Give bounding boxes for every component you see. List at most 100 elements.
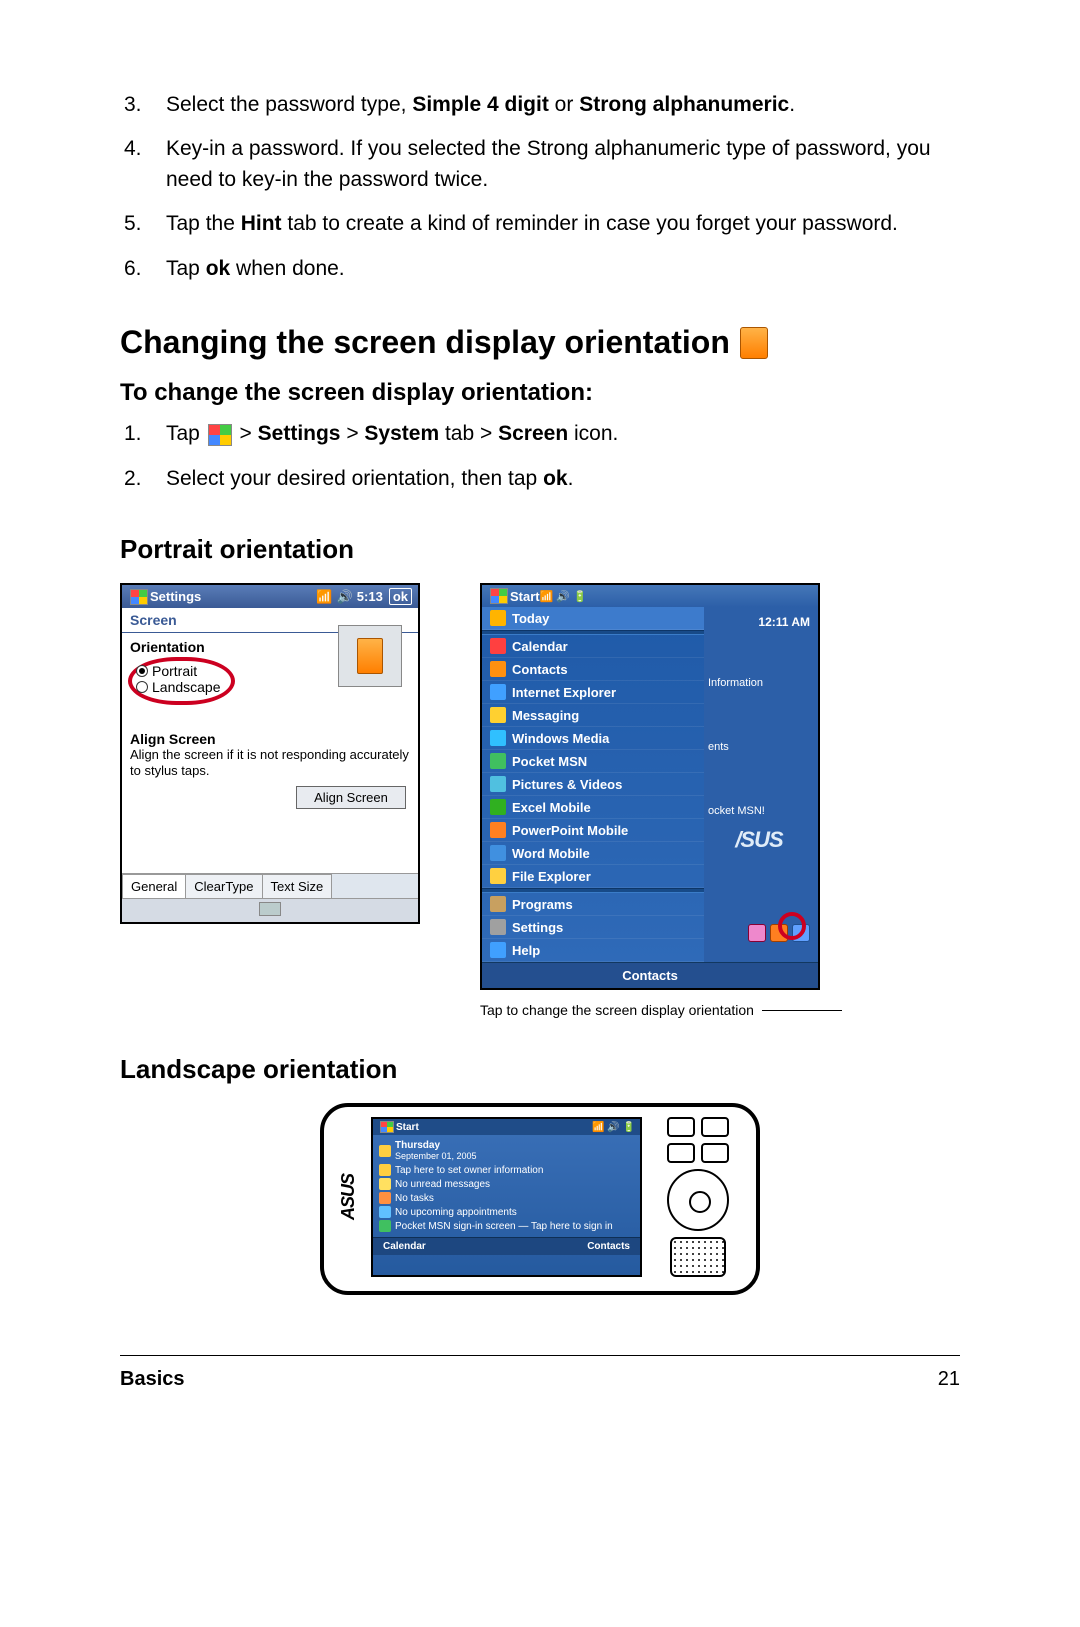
highlight-circle xyxy=(778,912,806,940)
wm-titlebar: Settings 📶 🔊 5:13 ok xyxy=(122,585,418,608)
start-bottombar: Contacts xyxy=(482,962,818,988)
menu-item-label: Pictures & Videos xyxy=(512,777,622,792)
sub-heading: To change the screen display orientation… xyxy=(120,379,960,407)
step-item: 3.Select the password type, Simple 4 dig… xyxy=(120,90,960,120)
today-row: No tasks xyxy=(379,1191,634,1205)
step-item: 6.Tap ok when done. xyxy=(120,254,960,284)
ls-bottombar: Calendar Contacts xyxy=(373,1237,640,1255)
row-icon xyxy=(379,1220,391,1232)
menu-item-label: Pocket MSN xyxy=(512,754,587,769)
tray-icon xyxy=(748,924,766,942)
ls-status-icons: 📶 🔊 🔋 xyxy=(592,1122,635,1133)
start-menu-item: Pictures & Videos xyxy=(482,773,704,796)
row-icon xyxy=(379,1206,391,1218)
start-menu-column: Today Calendar Contacts Internet Explorer Me… xyxy=(482,607,704,962)
step-item: 4.Key-in a password. If you selected the… xyxy=(120,134,960,195)
menu-item-label: Settings xyxy=(512,920,563,935)
portrait-heading: Portrait orientation xyxy=(120,534,960,565)
start-menu-item: Today xyxy=(482,607,704,630)
menu-item-label: Word Mobile xyxy=(512,846,590,861)
today-card: Information xyxy=(704,633,814,693)
today-card: ents xyxy=(704,697,814,757)
menu-item-label: Contacts xyxy=(512,662,568,677)
app-icon xyxy=(490,707,506,723)
speaker-grille xyxy=(670,1237,726,1277)
radio-portrait: Portrait xyxy=(136,663,221,679)
today-row: Tap here to set owner information xyxy=(379,1163,634,1177)
start-menu-item: Messaging xyxy=(482,704,704,727)
app-icon xyxy=(490,684,506,700)
menu-item-label: Calendar xyxy=(512,639,568,654)
menu-item-label: Programs xyxy=(512,897,573,912)
highlight-circle: Portrait Landscape xyxy=(128,657,235,705)
start-title: Start xyxy=(510,589,540,604)
titlebar-title: Settings xyxy=(150,589,201,604)
card-label: ocket MSN! xyxy=(708,805,765,817)
start-menu-item: Internet Explorer xyxy=(482,681,704,704)
row-text: Tap here to set owner information xyxy=(395,1165,543,1176)
app-icon xyxy=(490,753,506,769)
sip-bar xyxy=(122,898,418,922)
hw-button xyxy=(701,1143,729,1163)
titlebar-volume-icon: 🔊 xyxy=(337,589,353,605)
ls-softkey-left: Calendar xyxy=(383,1241,426,1252)
landscape-screen: Start 📶 🔊 🔋 ThursdaySeptember 01, 2005 T… xyxy=(371,1117,642,1277)
start-flag-icon xyxy=(490,588,508,604)
asus-logo: /SUS xyxy=(704,827,814,853)
row-text: Pocket MSN sign-in screen — Tap here to … xyxy=(395,1221,613,1232)
footer-page-number: 21 xyxy=(938,1368,960,1391)
start-menu-screenshot: Start 📶 🔊 🔋 Today Calendar Contacts Interne… xyxy=(480,583,820,990)
caption-row: Tap to change the screen display orienta… xyxy=(480,1002,842,1018)
radio-icon xyxy=(136,665,148,677)
start-menu-item: Excel Mobile xyxy=(482,796,704,819)
start-menu-item: Help xyxy=(482,939,704,962)
mini-device-icon xyxy=(357,638,383,674)
tabs-row: General ClearType Text Size xyxy=(122,873,418,898)
hw-button xyxy=(667,1143,695,1163)
start-titlebar: Start 📶 🔊 🔋 xyxy=(482,585,818,607)
start-menu-item: Settings xyxy=(482,916,704,939)
titlebar-signal-icon: 📶 xyxy=(316,589,332,605)
status-icons: 📶 🔊 🔋 xyxy=(540,590,587,603)
main-heading-text: Changing the screen display orientation xyxy=(120,324,730,361)
app-icon xyxy=(490,896,506,912)
device-brand: ASUS xyxy=(338,1174,359,1220)
align-screen-button: Align Screen xyxy=(296,786,406,809)
app-icon xyxy=(490,799,506,815)
today-right-col: 12:11 AM Informationentsocket MSN! /SUS xyxy=(704,611,814,853)
start-flag-icon xyxy=(208,424,232,446)
portrait-screenshots: Settings 📶 🔊 5:13 ok Screen Orientation … xyxy=(120,583,960,1018)
radio-icon xyxy=(136,681,148,693)
app-icon xyxy=(490,638,506,654)
menu-item-label: Excel Mobile xyxy=(512,800,591,815)
page-footer: Basics 21 xyxy=(120,1355,960,1391)
step-item: 1.Tap > Settings > System tab > Screen i… xyxy=(120,419,960,449)
row-text: No unread messages xyxy=(395,1179,490,1190)
start-flag-icon xyxy=(130,589,148,605)
ls-date: ThursdaySeptember 01, 2005 xyxy=(379,1139,634,1163)
step-item: 2.Select your desired orientation, then … xyxy=(120,464,960,494)
ls-softkey-right: Contacts xyxy=(587,1241,630,1252)
card-label: Information xyxy=(708,677,763,689)
start-menu-item: Word Mobile xyxy=(482,842,704,865)
start-menu-item: Programs xyxy=(482,893,704,916)
ls-date-text: September 01, 2005 xyxy=(395,1151,477,1161)
radio-label: Landscape xyxy=(152,679,221,695)
landscape-device-frame: ASUS Start 📶 🔊 🔋 ThursdaySeptember 01, 2… xyxy=(320,1103,760,1295)
today-row: Pocket MSN sign-in screen — Tap here to … xyxy=(379,1219,634,1233)
menu-item-label: Internet Explorer xyxy=(512,685,616,700)
today-row: No unread messages xyxy=(379,1177,634,1191)
app-icon xyxy=(490,730,506,746)
caption-text: Tap to change the screen display orienta… xyxy=(480,1002,754,1018)
app-icon xyxy=(490,776,506,792)
hw-button xyxy=(701,1117,729,1137)
start-menu-screenshot-wrap: Start 📶 🔊 🔋 Today Calendar Contacts Interne… xyxy=(480,583,842,1018)
menu-item-label: Today xyxy=(512,611,549,626)
titlebar-time: 5:13 xyxy=(357,589,383,604)
ls-title: Start xyxy=(396,1122,419,1133)
align-heading: Align Screen xyxy=(130,731,410,747)
calendar-icon xyxy=(379,1145,391,1157)
dpad xyxy=(667,1169,729,1231)
footer-section: Basics xyxy=(120,1368,185,1391)
step-item: 5.Tap the Hint tab to create a kind of r… xyxy=(120,209,960,239)
